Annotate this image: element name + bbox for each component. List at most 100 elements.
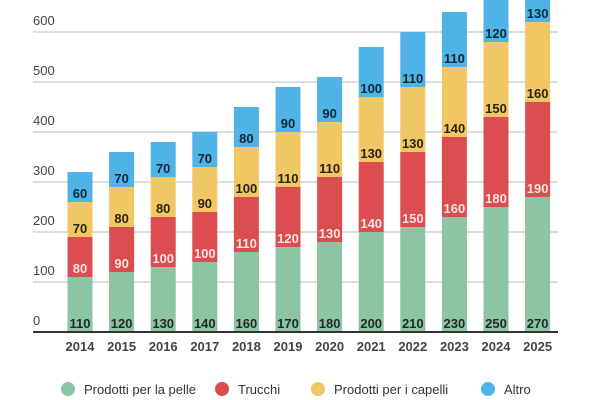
data-label: 110	[70, 316, 91, 331]
bar-segment	[150, 142, 176, 177]
bar-segment	[317, 77, 343, 122]
data-label: 100	[360, 81, 382, 96]
data-label: 120	[111, 316, 133, 331]
bar-segment	[358, 47, 384, 97]
data-label: 130	[152, 316, 174, 331]
x-tick-label: 2023	[440, 339, 469, 354]
bar-segment	[192, 262, 218, 332]
bar-segment	[483, 0, 509, 42]
data-label: 130	[402, 136, 424, 151]
bar-segment	[67, 172, 93, 202]
bar-segment	[441, 217, 467, 332]
data-label: 120	[277, 231, 299, 246]
legend-swatch	[61, 382, 75, 396]
data-label: 70	[114, 171, 128, 186]
data-label: 140	[444, 121, 466, 136]
data-label: 270	[527, 316, 549, 331]
x-tick-label: 2022	[398, 339, 427, 354]
bar-segment	[317, 242, 343, 332]
y-tick-label: 300	[33, 163, 55, 178]
x-tick-label: 2019	[274, 339, 303, 354]
y-tick-label: 500	[33, 63, 55, 78]
data-label: 190	[527, 181, 549, 196]
data-label: 250	[485, 316, 507, 331]
y-tick-label: 600	[33, 13, 55, 28]
bar-segment	[109, 227, 135, 272]
bar-segment	[109, 152, 135, 187]
bar-segment	[441, 137, 467, 217]
x-tick-label: 2017	[190, 339, 219, 354]
data-label: 110	[278, 171, 299, 186]
data-label: 110	[402, 71, 423, 86]
data-label: 230	[444, 316, 466, 331]
bar-segment	[233, 252, 259, 332]
x-tick-label: 2018	[232, 339, 261, 354]
bar-segment	[441, 67, 467, 137]
bar-segment	[525, 0, 551, 22]
bar-segment	[233, 197, 259, 252]
bar-segment	[358, 97, 384, 162]
legend-label: Prodotti per i capelli	[334, 382, 448, 397]
data-label: 130	[319, 226, 341, 241]
data-label: 150	[485, 101, 507, 116]
x-tick-label: 2025	[523, 339, 552, 354]
legend-label: Altro	[504, 382, 531, 397]
bar-segment	[525, 22, 551, 102]
bar-segment	[150, 177, 176, 217]
bar-segment	[400, 152, 426, 227]
data-label: 100	[152, 251, 174, 266]
bar-segment	[275, 247, 301, 332]
data-label: 130	[527, 6, 549, 21]
bar-segment	[483, 117, 509, 207]
data-label: 200	[360, 316, 382, 331]
data-label: 140	[360, 216, 382, 231]
bar-segment	[275, 87, 301, 132]
bar-segment	[275, 187, 301, 247]
data-label: 140	[194, 316, 216, 331]
data-label: 100	[194, 246, 216, 261]
bar-segment	[441, 12, 467, 67]
bar-segment	[150, 217, 176, 267]
bar-segment	[358, 232, 384, 332]
bar-segment	[192, 212, 218, 262]
bar-segment	[317, 122, 343, 177]
bar-segment	[317, 177, 343, 242]
bar-segment	[67, 202, 93, 237]
x-tick-label: 2020	[315, 339, 344, 354]
data-label: 70	[156, 161, 170, 176]
data-label: 90	[198, 196, 212, 211]
data-label: 120	[485, 26, 507, 41]
data-label: 90	[281, 116, 295, 131]
data-label: 210	[402, 316, 424, 331]
legend-label: Prodotti per la pelle	[84, 382, 196, 397]
bar-segment	[109, 272, 135, 332]
legend-swatch	[215, 382, 229, 396]
bar-segment	[483, 42, 509, 117]
data-label: 70	[198, 151, 212, 166]
y-tick-label: 200	[33, 213, 55, 228]
bar-segment	[233, 107, 259, 147]
x-tick-label: 2024	[482, 339, 512, 354]
data-label: 80	[114, 211, 128, 226]
data-label: 150	[402, 211, 424, 226]
data-label: 110	[236, 236, 257, 251]
bar-segment	[150, 267, 176, 332]
data-label: 80	[73, 261, 87, 276]
data-label: 180	[485, 191, 507, 206]
x-tick-label: 2016	[149, 339, 178, 354]
bar-segment	[275, 132, 301, 187]
data-label: 180	[319, 316, 341, 331]
data-label: 70	[73, 221, 87, 236]
data-label: 80	[239, 131, 253, 146]
y-tick-label: 0	[33, 313, 40, 328]
data-label: 160	[527, 86, 549, 101]
data-label: 90	[322, 106, 336, 121]
bar-segment	[483, 207, 509, 332]
data-label: 60	[73, 186, 87, 201]
data-label: 160	[236, 316, 258, 331]
data-label: 80	[156, 201, 170, 216]
bar-segment	[400, 87, 426, 152]
bar-segment	[192, 132, 218, 167]
data-label: 110	[319, 161, 340, 176]
y-tick-label: 100	[33, 263, 55, 278]
